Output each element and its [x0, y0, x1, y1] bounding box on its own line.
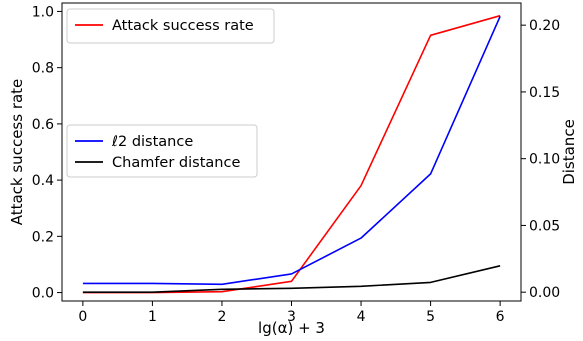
legend-label: Attack success rate: [112, 18, 254, 34]
legend-label: Chamfer distance: [112, 155, 240, 171]
left-y-tick-label: 0.8: [32, 61, 54, 77]
right-y-axis-ticks: 0.00 0.05 0.10 0.15 0.20: [521, 18, 560, 301]
x-tick-label: 0: [78, 309, 87, 325]
legend-box: [66, 124, 258, 178]
x-tick-label: 5: [426, 309, 435, 325]
left-y-tick-label: 1.0: [32, 4, 54, 20]
legend-upper-left: Attack success rate: [66, 8, 275, 44]
x-axis-label: lg(α) + 3: [258, 319, 325, 337]
x-tick-label: 4: [357, 309, 366, 325]
x-tick-label: 3: [287, 309, 296, 325]
series-line-1: [82, 16, 501, 286]
right-y-tick-label: 0.15: [529, 85, 560, 101]
left-y-tick-label: 0.2: [32, 229, 54, 245]
series-line-2: [82, 265, 501, 294]
x-tick-label: 2: [217, 309, 226, 325]
left-y-tick-label: 0.0: [32, 286, 54, 302]
legend-label: ℓ2 distance: [111, 134, 193, 150]
x-tick-label: 6: [496, 309, 505, 325]
x-axis-ticks: 0 1 2 3 4 5 6: [78, 301, 505, 325]
right-y-tick-label: 0.00: [529, 285, 560, 301]
plot-lines: [82, 14, 501, 294]
right-y-tick-label: 0.10: [529, 152, 560, 168]
left-y-axis-label: Attack success rate: [8, 79, 26, 226]
left-y-tick-label: 0.4: [32, 173, 54, 189]
legend-box: [66, 8, 275, 44]
right-y-tick-label: 0.05: [529, 218, 560, 234]
legend-center-left: ℓ2 distance Chamfer distance: [66, 124, 258, 178]
x-tick-label: 1: [148, 309, 157, 325]
left-y-axis-ticks: 0.0 0.2 0.4 0.6 0.8 1.0: [32, 4, 62, 302]
right-y-tick-label: 0.20: [529, 18, 560, 34]
left-y-tick-label: 0.6: [32, 117, 54, 133]
right-y-axis-label: Distance: [560, 119, 578, 185]
